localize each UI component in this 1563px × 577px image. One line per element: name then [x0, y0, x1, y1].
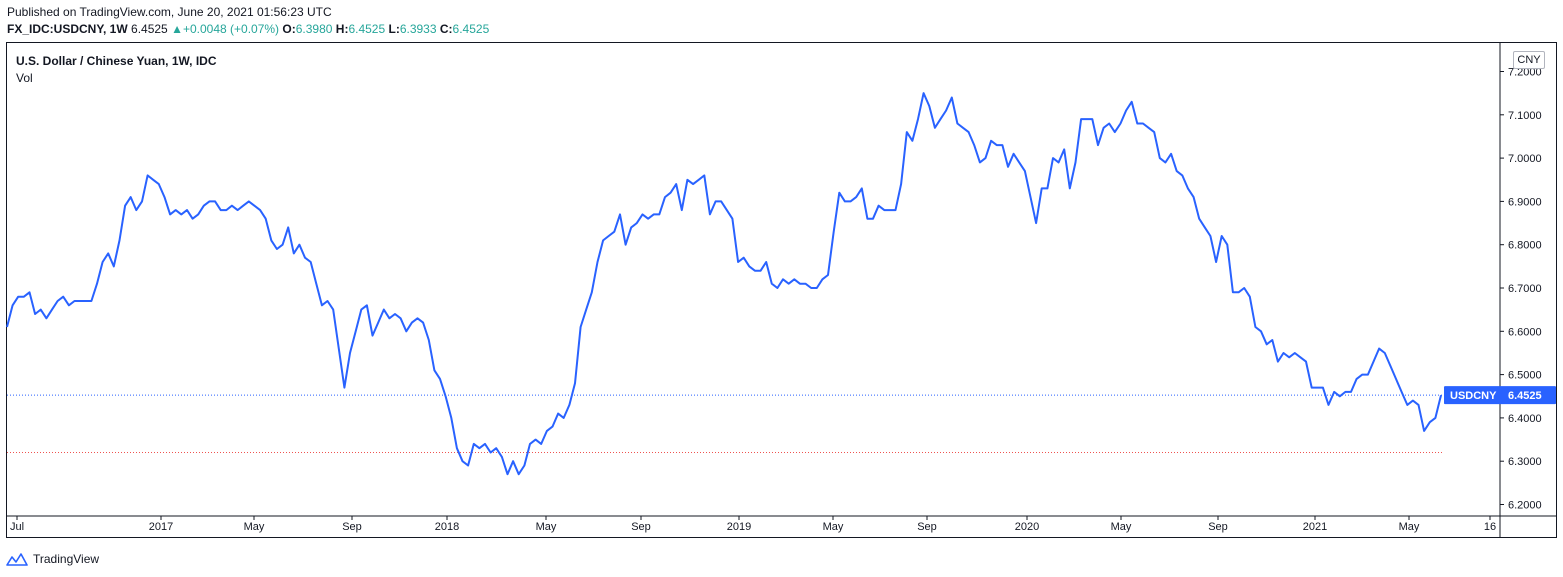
x-tick-label: Sep [1208, 521, 1228, 533]
symbol-label: FX_IDC:USDCNY, 1W [7, 22, 128, 36]
x-tick-label: Sep [631, 521, 651, 533]
last-label-value: 6.4525 [1508, 390, 1542, 402]
last-label-symbol: USDCNY [1450, 390, 1497, 402]
x-tick-label: Sep [917, 521, 937, 533]
x-tick-label: May [823, 521, 844, 533]
y-tick-label: 7.0000 [1508, 153, 1542, 165]
tradingview-brand: TradingView [33, 552, 100, 566]
x-tick-label: Sep [342, 521, 362, 533]
y-tick-label: 6.4000 [1508, 413, 1542, 425]
footer: TradingView [6, 549, 99, 569]
low-label: L: [388, 22, 400, 36]
price-change: +0.0048 (+0.07%) [182, 22, 280, 36]
last-price: 6.4525 [131, 22, 168, 36]
y-tick-label: 6.5000 [1508, 370, 1542, 382]
currency-button[interactable]: CNY [1513, 51, 1545, 69]
y-tick-label: 6.6000 [1508, 326, 1542, 338]
legend-volume[interactable]: Vol [16, 71, 33, 85]
x-tick-label: May [1111, 521, 1132, 533]
open-value: 6.3980 [295, 22, 333, 36]
x-tick-label: 2020 [1015, 521, 1039, 533]
close-value: 6.4525 [452, 22, 490, 36]
y-tick-label: 6.3000 [1508, 456, 1542, 468]
y-tick-label: 7.1000 [1508, 110, 1542, 122]
x-tick-label: 2017 [149, 521, 173, 533]
y-tick-label: 6.9000 [1508, 196, 1542, 208]
published-info: Published on TradingView.com, June 20, 2… [7, 5, 332, 19]
open-label: O: [282, 22, 296, 36]
chart-frame [6, 42, 1557, 538]
last-value-label: USDCNY 6.4525 [1444, 386, 1556, 405]
low-value: 6.3933 [399, 22, 437, 36]
close-label: C: [439, 22, 453, 36]
high-value: 6.4525 [348, 22, 386, 36]
series-line-usdcny[interactable] [6, 92, 1442, 476]
y-tick-label: 6.2000 [1508, 500, 1542, 512]
ohlc-bar: FX_IDC:USDCNY, 1W 6.4525 ▲+0.0048 (+0.07… [7, 22, 489, 36]
y-tick-label: 6.8000 [1508, 240, 1542, 252]
x-tick-label: 2019 [727, 521, 751, 533]
x-tick-label: May [244, 521, 265, 533]
y-tick-label: 7.2000 [1508, 67, 1542, 79]
y-tick-label: 6.7000 [1508, 283, 1542, 295]
x-tick-label: 2018 [435, 521, 459, 533]
tradingview-logo-icon [6, 553, 28, 566]
x-tick-label: 2021 [1303, 521, 1327, 533]
x-tick-label: Jul [10, 521, 24, 533]
legend-title[interactable]: U.S. Dollar / Chinese Yuan, 1W, IDC [16, 54, 217, 68]
up-arrow-icon: ▲ [171, 22, 183, 36]
x-tick-label: May [1399, 521, 1420, 533]
x-tick-label: May [536, 521, 557, 533]
high-label: H: [335, 22, 349, 36]
x-tick-label: 16 [1484, 521, 1496, 533]
